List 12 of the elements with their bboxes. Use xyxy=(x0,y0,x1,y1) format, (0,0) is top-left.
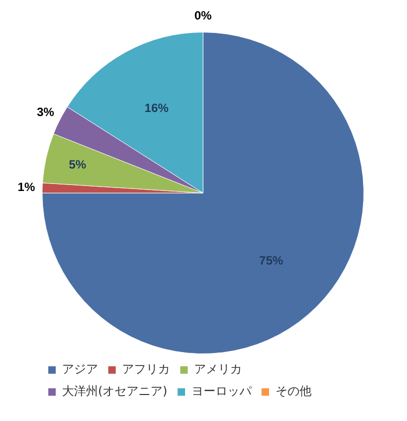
data-label: 3% xyxy=(36,105,55,120)
legend-label: ヨーロッパ xyxy=(191,384,252,398)
text: 0% xyxy=(194,8,212,23)
data-label: 5% xyxy=(68,157,86,172)
data-label: 75% xyxy=(259,254,284,268)
data-label: 16% xyxy=(144,100,169,115)
legend-label: アジア xyxy=(62,362,98,376)
legend-label: アメリカ xyxy=(194,362,242,376)
legend-label: 大洋州(オセアニア) xyxy=(62,384,168,398)
legend-label: その他 xyxy=(275,384,312,398)
legend-label: アフリカ xyxy=(122,362,170,376)
data-label: 1% xyxy=(18,180,36,194)
